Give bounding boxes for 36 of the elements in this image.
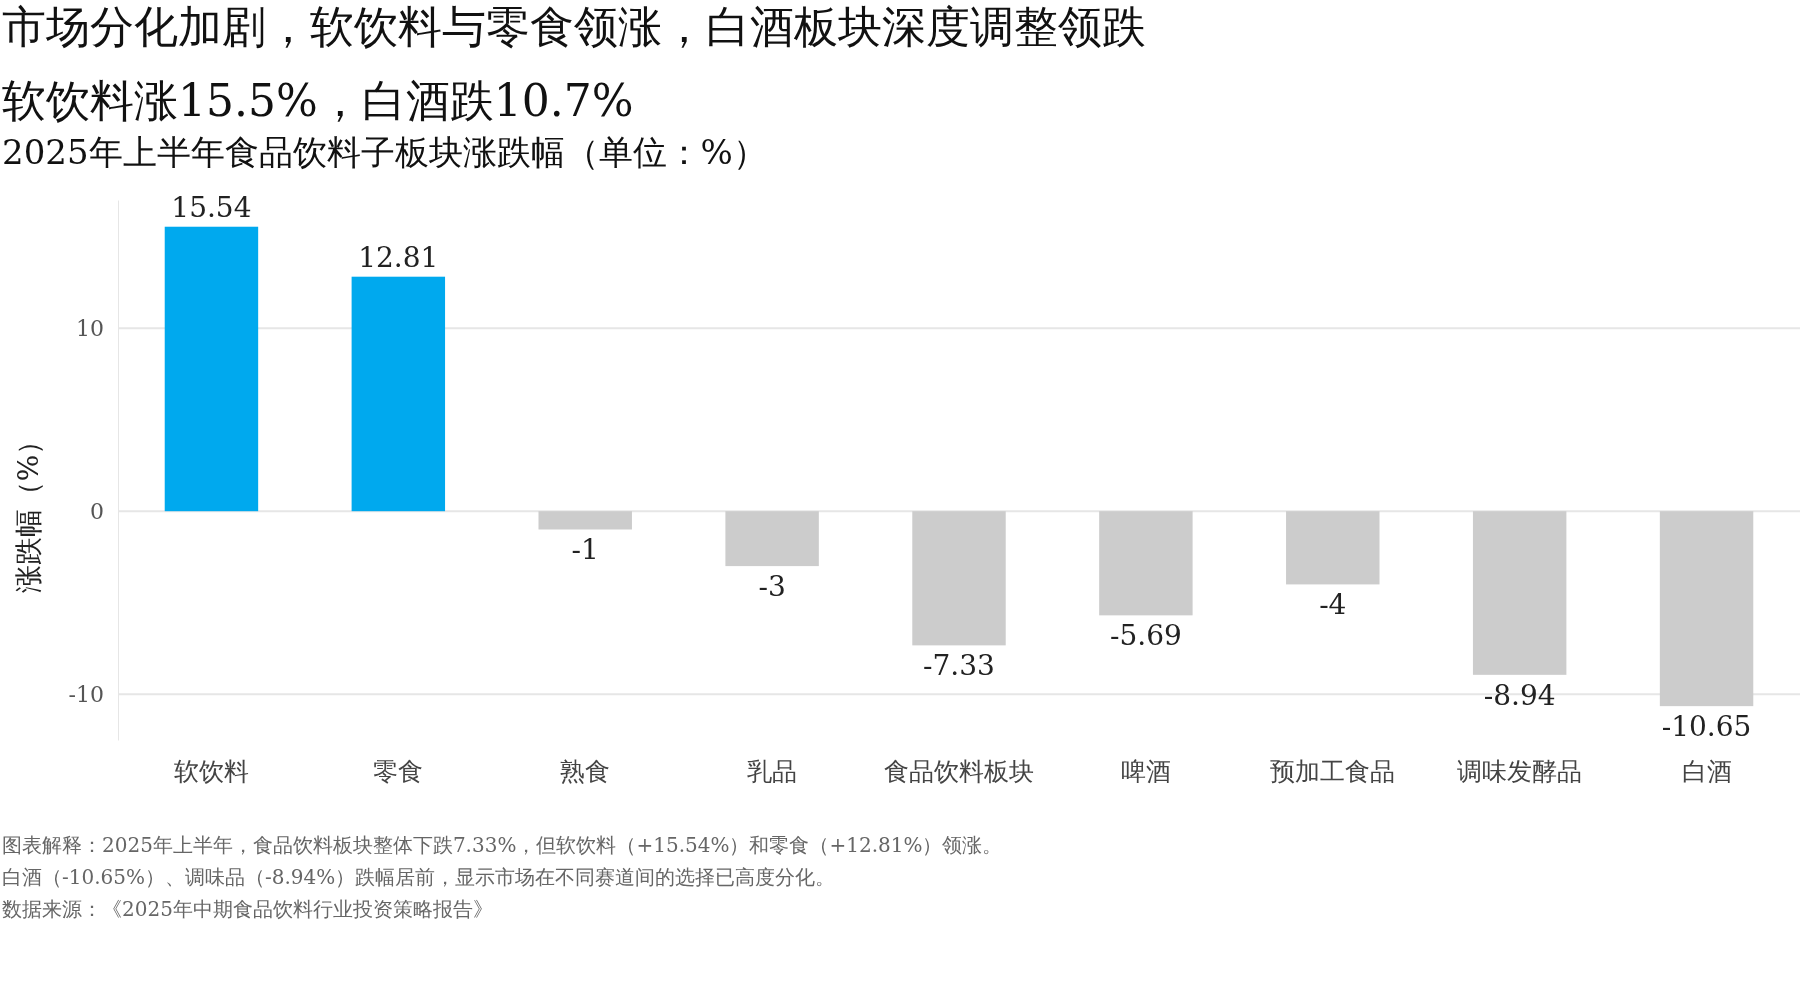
chart-title: 市场分化加剧，软饮料与零食领涨，白酒板块深度调整领跌: [2, 1, 1146, 52]
x-tick-label: 熟食: [560, 756, 611, 786]
bar: [538, 511, 632, 530]
source-note: 数据来源：《2025年中期食品饮料行业投资策略报告》: [2, 897, 493, 921]
x-tick-label: 软饮料: [173, 756, 249, 786]
data-label: -7.33: [923, 649, 995, 683]
data-label: 12.81: [358, 240, 439, 274]
x-tick-label: 食品饮料板块: [884, 756, 1034, 786]
bar: [912, 511, 1006, 646]
chart-subtitle: 软饮料涨15.5%，白酒跌10.7% 2025年上半年食品饮料子板块涨跌幅（单位：%）: [2, 75, 767, 172]
text: 图表解释：2025年上半年，食品饮料板块整体下跌7.33%，但软饮料（+15.54%）和零食（+12.81%）领涨。: [2, 833, 1003, 857]
bar: [1099, 511, 1193, 616]
y-tick-label: -10: [68, 681, 104, 707]
y-tick-label: 10: [76, 315, 104, 341]
data-label: -4: [1319, 588, 1347, 622]
x-tick-label: 乳品: [747, 756, 798, 786]
y-axis-title: 涨跌幅（%）: [12, 426, 45, 594]
text: 白酒（-10.65%）、调味品（-8.94%）跌幅居前，显示市场在不同赛道间的选择已高度分化。: [2, 865, 836, 889]
bar: [1472, 511, 1567, 675]
x-tick-label: 白酒: [1681, 756, 1732, 786]
x-tick-label: 调味发酵品: [1457, 756, 1583, 786]
bar: [1286, 511, 1380, 585]
data-label: -5.69: [1109, 619, 1182, 653]
x-tick-label: 啤酒: [1120, 756, 1171, 786]
data-label: -1: [571, 533, 599, 567]
data-label: 15.54: [171, 190, 252, 224]
data-label: -3: [758, 570, 786, 604]
bar: [164, 226, 259, 512]
x-tick-label: 预加工食品: [1270, 756, 1396, 786]
bar: [725, 511, 819, 567]
y-tick-label: 0: [90, 498, 104, 524]
data-label: -8.94: [1483, 678, 1556, 712]
x-tick-label: 零食: [373, 756, 424, 786]
bar: [1659, 511, 1754, 707]
bar: [351, 276, 446, 512]
data-label: -10.65: [1661, 710, 1752, 744]
